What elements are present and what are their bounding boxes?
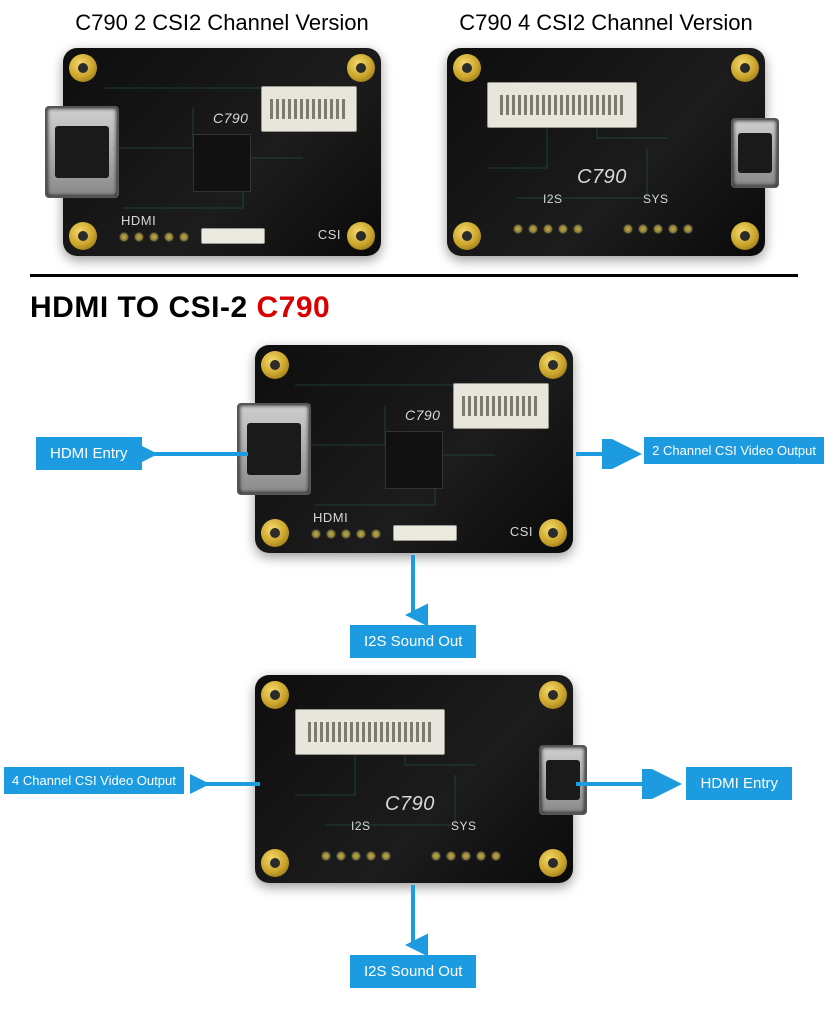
callout-4ch-csi-output: 4 Channel CSI Video Output	[4, 767, 184, 794]
csi-connector-wide-icon	[487, 82, 637, 128]
title-seg-hdmi: HDMI	[30, 291, 118, 324]
board-front-top: C790 HDMI CSI	[63, 48, 381, 256]
i2s-silkscreen-label: I2S	[543, 192, 563, 206]
pin-header-sys-icon	[623, 224, 693, 234]
board-front-diagram: C790 HDMI CSI	[255, 345, 573, 553]
arrow-down-icon	[398, 555, 428, 627]
board-model-label-back: C790	[577, 166, 627, 189]
hdmi-label: HDMI	[313, 510, 348, 525]
hdmi-port-right-icon	[731, 118, 779, 188]
top-right-column: C790 4 CSI2 Channel Version C790 I2S SYS	[447, 10, 765, 256]
section-divider	[30, 274, 798, 277]
diagram-area: C790 HDMI CSI HDMI Entry 2 Channel CSI V…	[0, 335, 828, 1015]
arrow-right-icon	[576, 439, 646, 469]
top-comparison-row: C790 2 CSI2 Channel Version C790 HDMI CS…	[0, 0, 828, 256]
title-seg-model: C790	[256, 291, 330, 324]
callout-i2s-out-front: I2S Sound Out	[350, 625, 476, 658]
model-label-back: C790	[385, 793, 435, 816]
csi-label: CSI	[510, 524, 533, 539]
csi-silkscreen-label: CSI	[318, 227, 341, 242]
small-connector-icon	[201, 228, 265, 244]
heading-4ch: C790 4 CSI2 Channel Version	[459, 10, 753, 36]
sys-label-back: SYS	[451, 819, 477, 833]
arrow-left-icon	[138, 439, 248, 469]
board-back-diagram: C790 I2S SYS	[255, 675, 573, 883]
callout-hdmi-entry-front: HDMI Entry	[36, 437, 142, 470]
model-label: C790	[405, 407, 440, 423]
pin-header-i2s-icon	[513, 224, 583, 234]
main-title: HDMI TO CSI-2 C790	[30, 291, 828, 325]
title-seg-to: TO	[118, 291, 169, 324]
arrow-down-back-icon	[398, 885, 428, 957]
callout-i2s-out-back: I2S Sound Out	[350, 955, 476, 988]
csi-connector-icon	[261, 86, 357, 132]
sys-silkscreen-label: SYS	[643, 192, 669, 206]
board-model-label: C790	[213, 110, 248, 126]
heading-2ch: C790 2 CSI2 Channel Version	[75, 10, 369, 36]
hdmi-silkscreen-label: HDMI	[121, 213, 156, 228]
title-seg-csi2: CSI-2	[168, 291, 256, 324]
pin-header-icon	[119, 232, 189, 242]
board-back-top: C790 I2S SYS	[447, 48, 765, 256]
arrow-left-back-icon	[190, 769, 260, 799]
arrow-right-back-icon	[576, 769, 686, 799]
i2s-label-back: I2S	[351, 819, 371, 833]
top-left-column: C790 2 CSI2 Channel Version C790 HDMI CS…	[63, 10, 381, 256]
callout-2ch-csi-output: 2 Channel CSI Video Output	[644, 437, 824, 464]
callout-hdmi-entry-back: HDMI Entry	[686, 767, 792, 800]
hdmi-port-icon	[45, 106, 119, 198]
